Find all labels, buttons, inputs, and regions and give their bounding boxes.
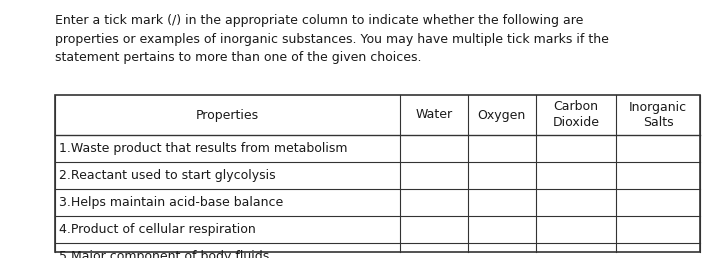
Text: Oxygen: Oxygen — [477, 109, 526, 122]
Text: Water: Water — [415, 109, 452, 122]
Text: 4.Product of cellular respiration: 4.Product of cellular respiration — [59, 223, 256, 236]
Bar — [55, 95, 700, 252]
Text: 2.Reactant used to start glycolysis: 2.Reactant used to start glycolysis — [59, 169, 276, 182]
Text: Enter a tick mark (/) in the appropriate column to indicate whether the followin: Enter a tick mark (/) in the appropriate… — [55, 14, 609, 64]
Text: Properties: Properties — [196, 109, 259, 122]
Text: 1.Waste product that results from metabolism: 1.Waste product that results from metabo… — [59, 142, 348, 155]
Text: Carbon
Dioxide: Carbon Dioxide — [552, 101, 599, 130]
Text: 5.Major component of body fluids: 5.Major component of body fluids — [59, 250, 269, 258]
Text: 3.Helps maintain acid-base balance: 3.Helps maintain acid-base balance — [59, 196, 283, 209]
Text: Inorganic
Salts: Inorganic Salts — [629, 101, 687, 130]
